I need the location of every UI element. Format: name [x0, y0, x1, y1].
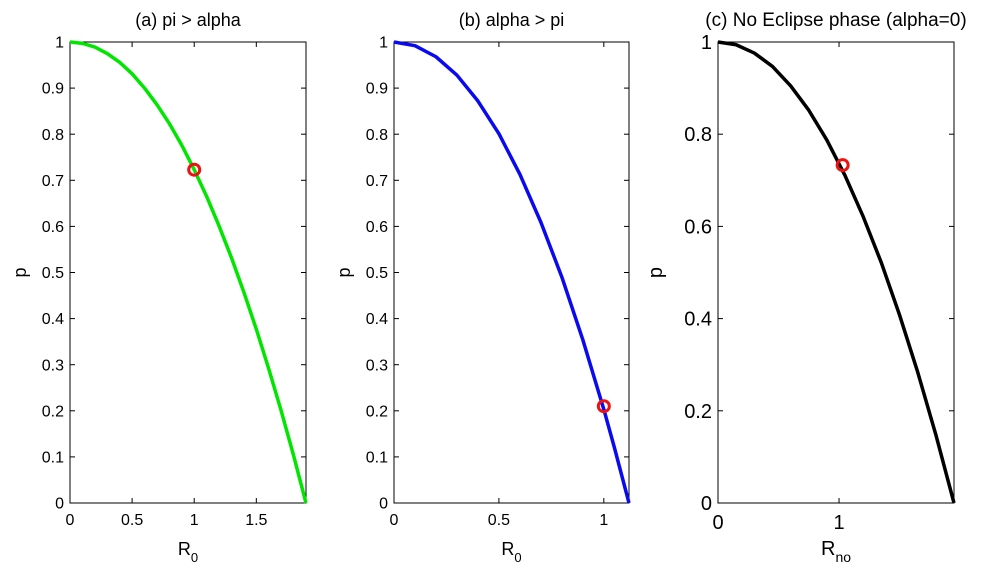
x-tick-label: 1: [599, 512, 608, 529]
y-tick-label: 0.2: [42, 403, 64, 420]
y-tick-label: 0.9: [42, 81, 64, 98]
y-axis-label: p: [334, 267, 354, 277]
x-axis-label-subscript: 0: [514, 550, 521, 565]
y-tick-label: 0: [55, 496, 64, 513]
x-axis-label: R0: [501, 539, 521, 565]
x-tick-label: 1.5: [245, 512, 267, 529]
plot-area: [69, 41, 307, 504]
x-axis-label: Rno: [821, 538, 851, 565]
y-tick-label: 0.8: [684, 124, 712, 146]
series-line-1: [69, 40, 308, 504]
y-tick-label: 0.4: [366, 311, 388, 328]
x-tick-label: 0: [66, 512, 75, 529]
highlight-marker: [187, 162, 202, 177]
y-tick-label: 0.9: [366, 81, 388, 98]
y-axis-label: p: [645, 267, 667, 278]
y-tick-label: 0.8: [366, 127, 388, 144]
y-tick-label: 1: [701, 32, 712, 54]
y-tick-label: 0: [379, 496, 388, 513]
highlight-marker: [596, 399, 611, 414]
x-tick-label: 1: [833, 512, 844, 534]
y-tick-label: 0.7: [366, 173, 388, 190]
y-tick-label: 0.2: [366, 403, 388, 420]
chart-panel-2: 0 0.5 1 0 0.1 0.2 0.3 0.4 0.5 0.6 0.7 0.8 0.9 1 (b) al…: [334, 10, 631, 565]
y-tick-label: 0.4: [684, 309, 712, 331]
highlight-marker: [835, 158, 850, 173]
y-tick-label: 0.1: [42, 450, 64, 467]
y-tick-label: 0.1: [366, 450, 388, 467]
chart-panel-1: 0 0.5 1 1.5 0 0.1 0.2 0.3 0.4 0.5 0.6 0.7 0.8 0.9 1 (a)…: [10, 10, 308, 565]
x-tick-label: 1: [190, 512, 199, 529]
chart-title: (a) pi > alpha: [135, 10, 242, 30]
x-axis-label: R0: [178, 539, 198, 565]
x-tick-label: 0.5: [121, 512, 143, 529]
x-axis-label-subscript: 0: [191, 550, 198, 565]
y-tick-label: 0.5: [366, 265, 388, 282]
y-tick-label: 0.3: [42, 357, 64, 374]
y-tick-label: 0.2: [684, 401, 712, 423]
y-tick-label: 0: [701, 493, 712, 515]
y-tick-label: 1: [379, 35, 388, 52]
x-tick-label: 0.5: [488, 512, 510, 529]
y-tick-label: 1: [55, 35, 64, 52]
y-axis-label: p: [10, 267, 30, 277]
y-tick-label: 0.6: [684, 216, 712, 238]
x-tick-label: 0: [712, 512, 723, 534]
y-tick-label: 0.6: [366, 219, 388, 236]
x-axis-label-main: R: [501, 539, 514, 559]
series-line-1: [393, 40, 631, 504]
x-tick-label: 0: [390, 512, 399, 529]
x-axis-label-subscript: no: [835, 549, 851, 565]
x-axis-label-main: R: [821, 538, 835, 560]
y-tick-label: 0.6: [42, 219, 64, 236]
chart-title: (b) alpha > pi: [459, 10, 565, 30]
chart-panel-3: 0 100.20.40.60.81(c) No Eclipse phase (al…: [645, 10, 967, 565]
chart-title: (c) No Eclipse phase (alpha=0): [705, 10, 966, 31]
y-tick-label: 0.3: [366, 357, 388, 374]
plot-area: [393, 41, 630, 504]
series-line-1: [717, 40, 956, 504]
x-axis-label-main: R: [178, 539, 191, 559]
y-tick-label: 0.5: [42, 265, 64, 282]
y-tick-label: 0.7: [42, 173, 64, 190]
y-tick-label: 0.4: [42, 311, 64, 328]
y-tick-label: 0.8: [42, 127, 64, 144]
plot-area: [717, 41, 955, 504]
